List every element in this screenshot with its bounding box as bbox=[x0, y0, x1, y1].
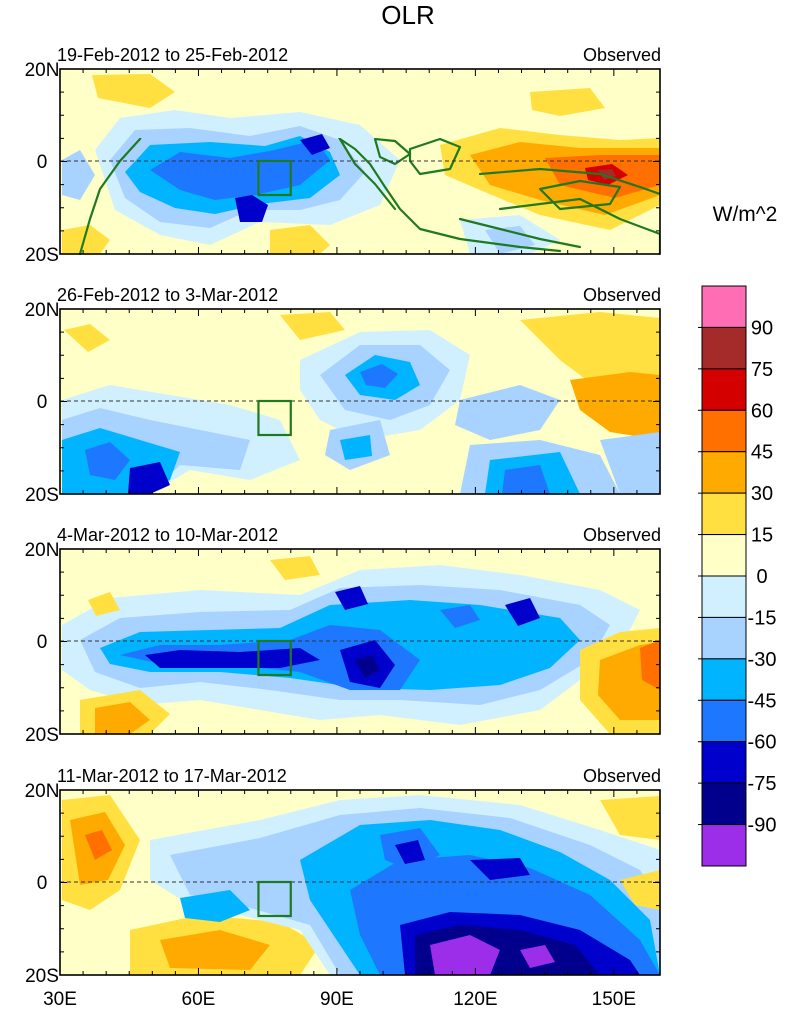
lon-label: 120E bbox=[453, 989, 497, 1010]
index-region-box bbox=[257, 399, 292, 437]
colorbar-label: 75 bbox=[751, 359, 773, 381]
colorbar-label: -75 bbox=[748, 773, 777, 795]
lat-label: 20N bbox=[25, 781, 60, 802]
panel-date-range: 11-Mar-2012 to 17-Mar-2012 bbox=[57, 766, 287, 786]
olr-anomaly-field bbox=[62, 312, 660, 494]
panel-titles: 19-Feb-2012 to 25-Feb-2012 Observed 26-Feb… bbox=[57, 45, 661, 786]
index-region-box bbox=[257, 159, 292, 197]
colorbar-swatch bbox=[701, 699, 747, 743]
olr-anomaly-field bbox=[62, 74, 660, 254]
colorbar-label: -30 bbox=[748, 649, 777, 671]
lon-label: 30E bbox=[43, 989, 77, 1010]
colorbar-label: 15 bbox=[751, 525, 773, 547]
colorbar-swatch bbox=[701, 326, 747, 370]
colorbar-swatch bbox=[701, 741, 747, 784]
colorbar-label: 90 bbox=[751, 317, 773, 339]
map-panel-3 bbox=[60, 549, 660, 734]
lon-label: 150E bbox=[592, 989, 636, 1010]
colorbar-label: 30 bbox=[751, 483, 773, 505]
colorbar-label: -60 bbox=[748, 732, 777, 754]
lat-label: 20S bbox=[25, 725, 59, 746]
colorbar-swatch bbox=[701, 824, 747, 867]
coastline-segment bbox=[373, 138, 412, 166]
colorbar-swatch bbox=[701, 368, 747, 411]
map-panel-4 bbox=[60, 790, 660, 975]
colorbar-label: 0 bbox=[756, 566, 767, 588]
panel-date-range: 26-Feb-2012 to 3-Mar-2012 bbox=[57, 285, 278, 305]
colorbar-label: 45 bbox=[751, 442, 773, 464]
colorbar-swatch bbox=[701, 285, 747, 328]
panel-observed-label: Observed bbox=[583, 525, 661, 545]
colorbar-swatch bbox=[701, 534, 747, 577]
index-region-box bbox=[257, 639, 292, 677]
colorbar-swatch bbox=[701, 658, 747, 701]
coastline-segment bbox=[338, 138, 562, 253]
coastline-segment bbox=[478, 167, 660, 196]
coastline-segment bbox=[498, 197, 660, 256]
colorbar-label: -45 bbox=[748, 690, 777, 712]
colorbar-unit: W/m^2 bbox=[713, 203, 778, 226]
colorbar-swatch bbox=[701, 616, 747, 660]
lat-label: 0 bbox=[37, 152, 48, 173]
colorbar-label: -15 bbox=[748, 607, 777, 629]
colorbar-swatch bbox=[701, 451, 747, 494]
colorbar-label: 60 bbox=[751, 400, 773, 422]
colorbar-label: -90 bbox=[748, 815, 777, 837]
lat-label: 20N bbox=[25, 60, 60, 81]
lon-label: 90E bbox=[320, 989, 354, 1010]
lat-label: 20S bbox=[25, 485, 59, 506]
panel-date-range: 19-Feb-2012 to 25-Feb-2012 bbox=[57, 45, 288, 65]
map-overlays bbox=[59, 68, 661, 976]
lat-label: 0 bbox=[37, 873, 48, 894]
colorbar-swatch bbox=[701, 492, 747, 536]
lat-label: 0 bbox=[37, 392, 48, 413]
panel-observed-label: Observed bbox=[583, 766, 661, 786]
colorbar-swatch bbox=[701, 409, 747, 453]
index-region-box bbox=[257, 880, 292, 918]
lat-label: 20N bbox=[25, 540, 60, 561]
lat-label: 20N bbox=[25, 300, 60, 321]
lat-label: 20S bbox=[25, 245, 59, 266]
lon-label: 60E bbox=[182, 989, 216, 1010]
coastline-segment bbox=[78, 138, 142, 256]
panel-observed-label: Observed bbox=[583, 45, 661, 65]
figure-title: OLR bbox=[381, 0, 434, 30]
coastline-segment bbox=[538, 179, 622, 211]
panel-date-range: 4-Mar-2012 to 10-Mar-2012 bbox=[57, 525, 278, 545]
colorbar-swatch bbox=[701, 575, 747, 618]
coastline-segment bbox=[458, 217, 582, 249]
lat-label: 20S bbox=[25, 966, 59, 987]
olr-anomaly-field bbox=[62, 556, 660, 734]
olr-anomaly-field bbox=[62, 795, 660, 975]
panel-observed-label: Observed bbox=[583, 285, 661, 305]
colorbar: 90 75 60 45 30 15 0 -15 -30 -45 -60 -75 -90 bbox=[698, 285, 777, 867]
map-panel-1 bbox=[60, 69, 660, 254]
lat-label: 0 bbox=[37, 632, 48, 653]
colorbar-swatch bbox=[701, 782, 747, 826]
map-panel-2 bbox=[60, 309, 660, 494]
